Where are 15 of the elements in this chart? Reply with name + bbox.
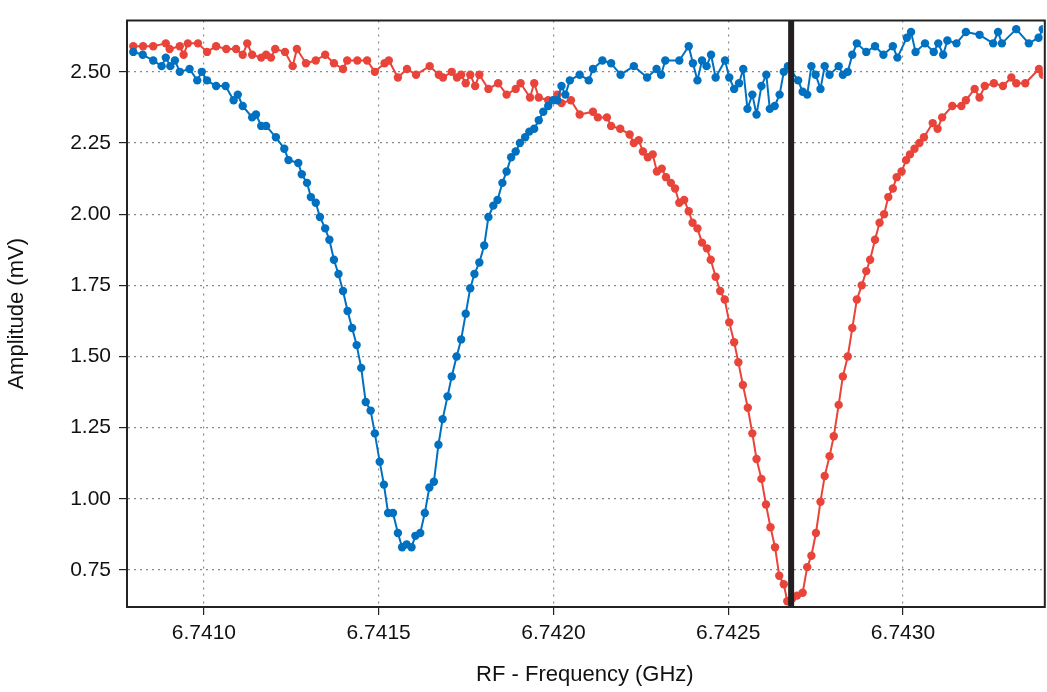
y-tick-label: 1.25 (70, 414, 111, 438)
x-tick-label: 6.7410 (171, 620, 237, 644)
y-axis-title: Amplitude (mV) (3, 238, 29, 390)
y-tick-label: 1.00 (70, 485, 111, 509)
x-tick-label: 6.7415 (346, 620, 411, 644)
x-tick-label: 6.7420 (521, 620, 586, 644)
y-tick-label: 2.25 (70, 129, 111, 153)
y-tick-label: 1.50 (70, 343, 111, 367)
x-tick-label: 6.7425 (696, 620, 761, 644)
x-axis-title: RF - Frequency (GHz) (476, 660, 694, 686)
y-tick-label: 1.75 (70, 272, 111, 296)
y-tick-label: 2.00 (70, 200, 111, 224)
x-tick-label: 6.7430 (870, 620, 936, 644)
y-tick-label: 2.50 (70, 58, 111, 82)
y-tick-label: 0.75 (70, 556, 111, 580)
